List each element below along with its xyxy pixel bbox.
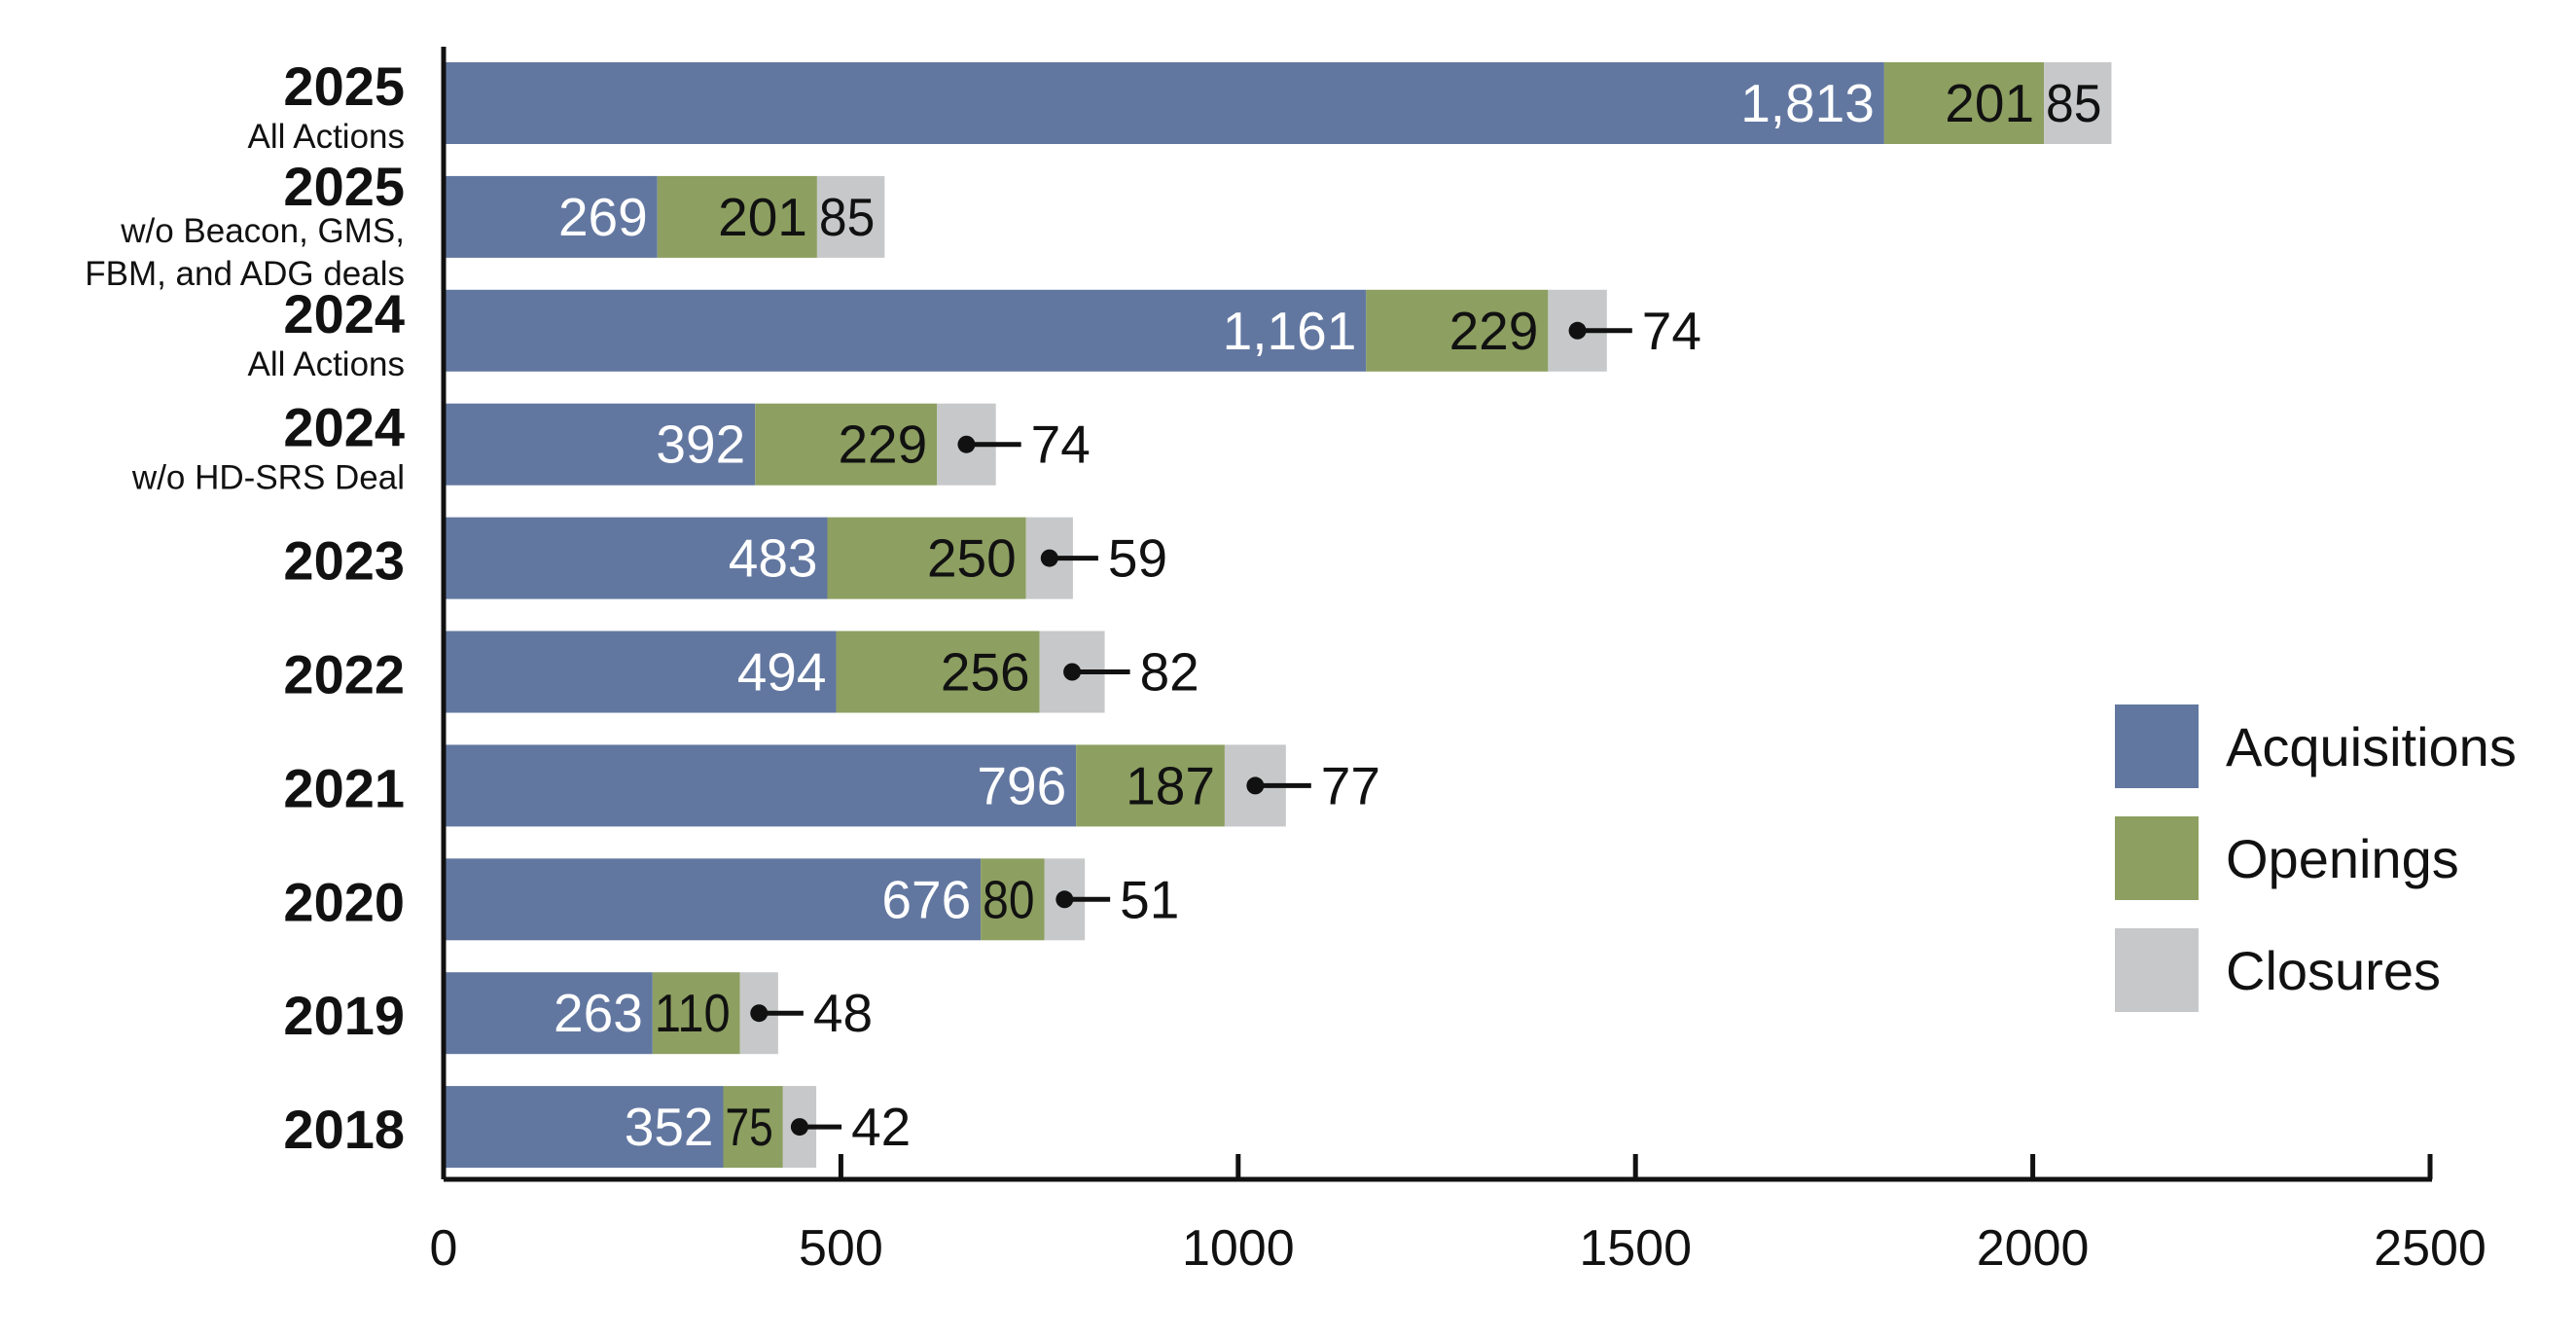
category-year-4: 2023 [283,530,405,592]
legend-swatch-openings [2115,816,2199,900]
bar-openings-1 [657,175,817,258]
value-label-openings-9: 75 [726,1097,773,1157]
category-year-6: 2021 [283,757,405,818]
category-note-2: All Actions [248,345,405,383]
value-label-acquisitions-6: 796 [977,755,1066,815]
value-label-closures-3: 74 [1031,415,1091,475]
bar-openings-3 [755,403,938,486]
value-label-acquisitions-7: 676 [881,869,971,929]
bar-acquisitions-4 [444,517,828,599]
x-tick-label-3: 1500 [1579,1220,1692,1277]
bar-closures-1 [816,175,885,258]
value-label-openings-7: 80 [983,869,1034,929]
value-label-openings-2: 229 [1449,301,1539,361]
value-label-closures-9: 42 [851,1097,911,1157]
value-label-openings-8: 110 [655,983,731,1043]
value-label-acquisitions-8: 263 [554,983,643,1043]
bar-openings-9 [723,1086,783,1169]
bar-acquisitions-0 [444,62,1884,144]
value-label-acquisitions-5: 494 [737,642,827,703]
value-label-openings-5: 256 [941,642,1030,703]
bar-acquisitions-7 [444,858,982,941]
value-label-closures-8: 48 [813,983,873,1043]
bar-acquisitions-8 [444,972,653,1055]
value-label-closures-4: 59 [1108,528,1167,589]
value-label-openings-0: 201 [1945,73,2034,133]
x-tick-label-2: 1000 [1182,1220,1295,1277]
category-year-8: 2019 [283,985,405,1046]
value-label-acquisitions-3: 392 [656,415,745,475]
category-note-1-line-1: FBM, and ADG deals [85,255,405,293]
x-axis: 0 500 1000 1500 2000 2500 [430,47,2487,1277]
value-label-closures-7: 51 [1120,869,1179,929]
legend-label-openings: Openings [2226,828,2459,889]
value-label-closures-6: 77 [1321,755,1380,815]
value-label-closures-2: 74 [1642,301,1701,361]
category-year-0: 2025 [283,55,405,117]
legend-swatch-closures [2115,928,2199,1012]
x-tick-label-4: 2000 [1977,1220,2090,1277]
bar-acquisitions-1 [444,175,658,258]
x-tick-label-0: 0 [430,1220,458,1277]
bar-openings-6 [1076,744,1225,827]
bars-layer [444,62,2112,1169]
bar-acquisitions-2 [444,289,1367,372]
bar-openings-8 [652,972,740,1055]
category-year-3: 2024 [283,397,405,458]
value-label-acquisitions-2: 1,161 [1223,301,1357,361]
value-label-openings-4: 250 [927,528,1017,589]
value-label-acquisitions-9: 352 [625,1097,714,1157]
value-label-openings-3: 229 [838,415,927,475]
bar-acquisitions-3 [444,403,756,486]
value-label-closures-1: 85 [819,187,875,247]
legend-label-closures: Closures [2226,940,2441,1001]
value-label-closures-5: 82 [1140,642,1199,703]
value-label-closures-0: 85 [2046,73,2101,133]
category-year-5: 2022 [283,644,405,705]
bar-openings-2 [1366,289,1549,372]
legend: Acquisitions Openings Closures [2115,704,2517,1012]
bar-acquisitions-6 [444,744,1077,827]
value-label-acquisitions-4: 483 [729,528,818,589]
bar-openings-7 [981,858,1045,941]
category-note-1-line-0: w/o Beacon, GMS, [120,212,405,250]
value-label-acquisitions-0: 1,813 [1740,73,1875,133]
bar-acquisitions-9 [444,1086,724,1169]
bar-openings-5 [836,631,1040,713]
bar-closures-0 [2044,62,2112,144]
category-year-9: 2018 [283,1099,405,1160]
value-label-acquisitions-1: 269 [558,187,648,247]
legend-label-acquisitions: Acquisitions [2226,716,2517,777]
bar-openings-0 [1883,62,2045,144]
value-label-openings-1: 201 [718,187,807,247]
category-note-0: All Actions [248,118,405,156]
x-tick-label-5: 2500 [2374,1220,2487,1277]
legend-swatch-acquisitions [2115,704,2199,788]
category-year-2: 2024 [283,283,405,344]
category-year-7: 2020 [283,871,405,932]
bar-openings-4 [827,517,1026,599]
x-tick-label-1: 500 [799,1220,883,1277]
value-label-openings-6: 187 [1126,755,1215,815]
bar-acquisitions-5 [444,631,837,713]
category-note-3: w/o HD-SRS Deal [131,459,405,497]
category-year-1: 2025 [283,156,405,217]
